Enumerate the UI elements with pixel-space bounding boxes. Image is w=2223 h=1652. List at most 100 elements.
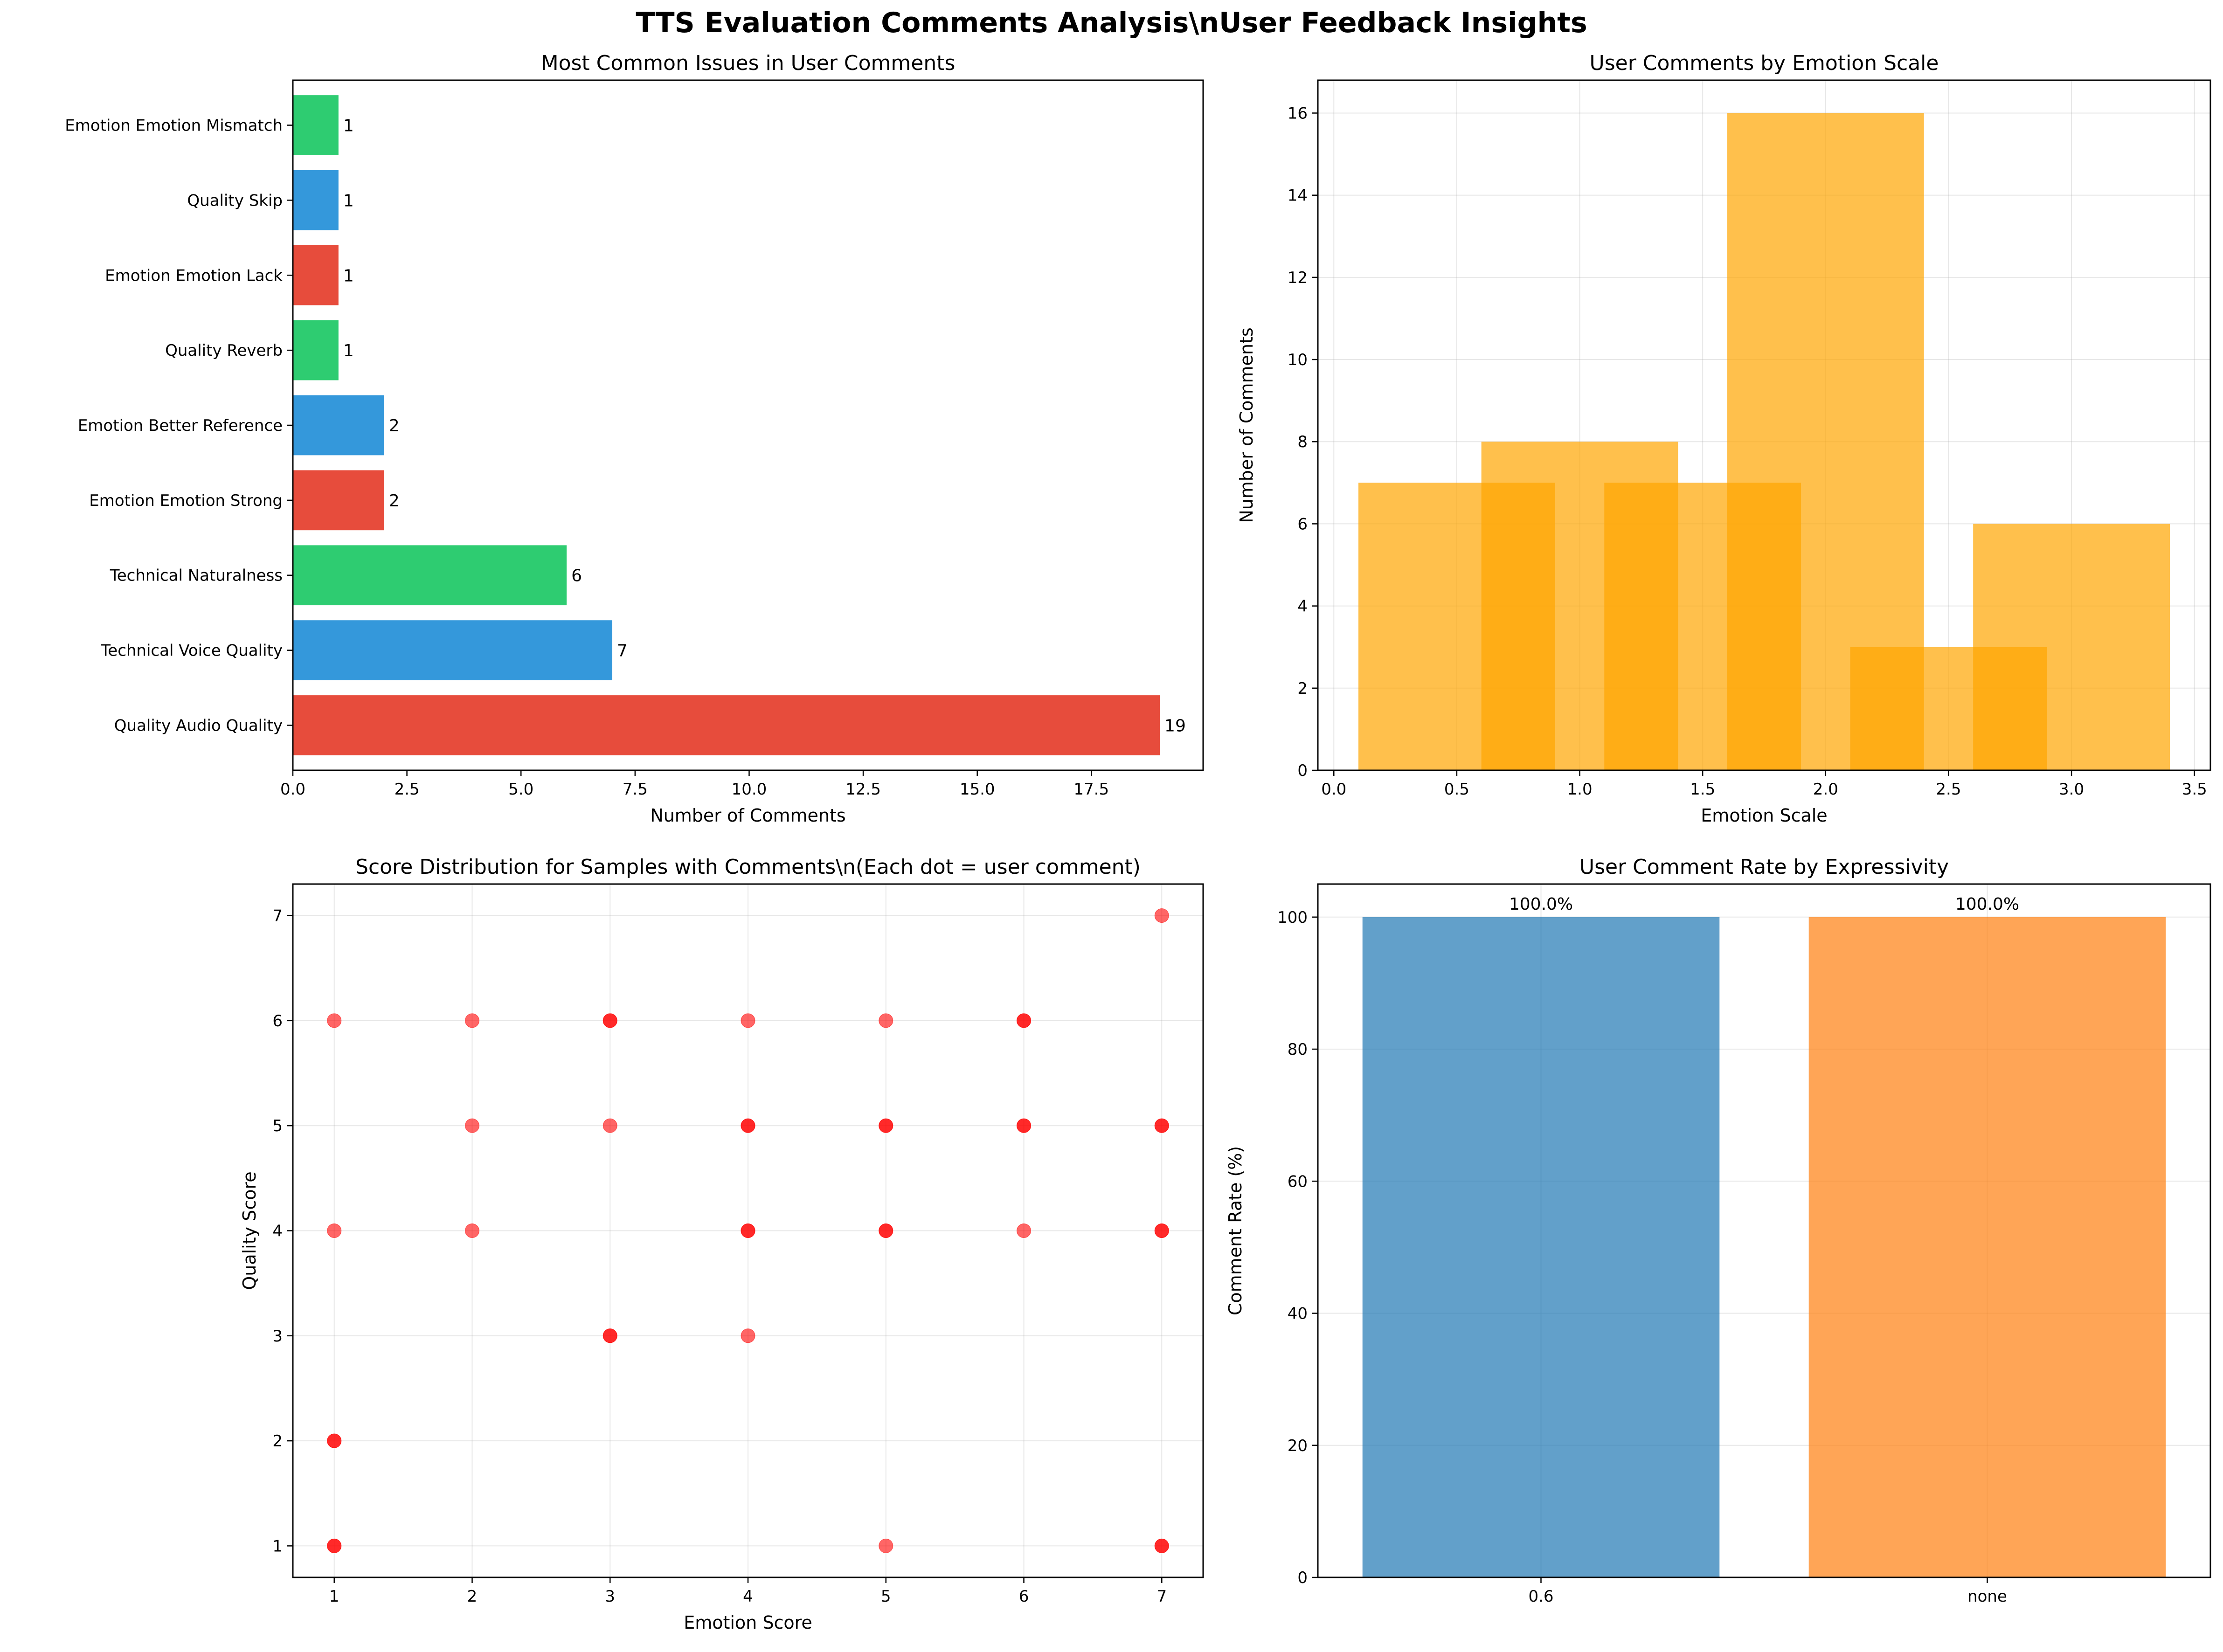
comment-rate-value-label: 100.0% bbox=[1955, 895, 2019, 914]
panel-title: User Comments by Emotion Scale bbox=[1590, 51, 1939, 75]
scatter-point bbox=[1017, 1118, 1032, 1133]
scatter-point bbox=[741, 1223, 755, 1238]
x-tick-label: 0.0 bbox=[280, 780, 305, 799]
comment-rate-value-label: 100.0% bbox=[1509, 895, 1573, 914]
x-tick-label: 1.0 bbox=[1567, 780, 1593, 799]
y-tick-label: 10 bbox=[1288, 351, 1308, 369]
scatter-point bbox=[327, 1538, 342, 1553]
issue-category-label: Technical Voice Quality bbox=[100, 642, 283, 660]
x-axis-label: Number of Comments bbox=[650, 805, 845, 826]
issue-bar bbox=[293, 470, 384, 531]
issue-category-label: Emotion Emotion Mismatch bbox=[65, 117, 283, 135]
scatter-point bbox=[464, 1013, 479, 1028]
x-tick-label: 7.5 bbox=[623, 780, 648, 799]
x-tick-label: 15.0 bbox=[960, 780, 995, 799]
x-tick-label: 1.5 bbox=[1690, 780, 1715, 799]
scatter-point bbox=[741, 1328, 755, 1343]
x-tick-label: 0.5 bbox=[1444, 780, 1469, 799]
scatter-point bbox=[1154, 1538, 1169, 1553]
issue-bar bbox=[293, 95, 339, 155]
axes-frame bbox=[292, 883, 1204, 1578]
y-tick-label: 20 bbox=[1288, 1437, 1308, 1455]
x-tick-label: 12.5 bbox=[845, 780, 881, 799]
issue-value-label: 19 bbox=[1164, 716, 1186, 735]
y-tick-label: 40 bbox=[1288, 1305, 1308, 1323]
x-tick-label: 2.5 bbox=[395, 780, 420, 799]
y-tick-label: 6 bbox=[272, 1012, 283, 1030]
scatter-point bbox=[464, 1223, 479, 1238]
y-tick-label: 12 bbox=[1288, 269, 1308, 287]
issue-value-label: 1 bbox=[343, 341, 354, 360]
scatter-point bbox=[1017, 1223, 1032, 1238]
x-tick-label: 2.0 bbox=[1813, 780, 1838, 799]
issue-value-label: 1 bbox=[343, 117, 354, 136]
x-tick-label: 6 bbox=[1019, 1587, 1029, 1606]
issue-category-label: Quality Reverb bbox=[165, 341, 283, 360]
issue-bar bbox=[293, 320, 339, 380]
scatter-point bbox=[1154, 1223, 1169, 1238]
y-axis-label: Quality Score bbox=[239, 1171, 260, 1290]
y-tick-label: 2 bbox=[1297, 679, 1308, 698]
x-tick-label: 1 bbox=[329, 1587, 339, 1606]
y-tick-label: 4 bbox=[1297, 597, 1308, 616]
x-tick-label: 3.0 bbox=[2059, 780, 2084, 799]
y-tick-label: 8 bbox=[1297, 433, 1308, 451]
y-tick-label: 14 bbox=[1288, 187, 1308, 205]
x-tick-label: 5.0 bbox=[508, 780, 533, 799]
issue-bar bbox=[293, 395, 384, 456]
issue-category-label: Emotion Emotion Lack bbox=[105, 266, 283, 285]
x-tick-label: 0.6 bbox=[1528, 1587, 1553, 1606]
x-tick-label: 3.5 bbox=[2182, 780, 2207, 799]
scatter-point bbox=[602, 1328, 617, 1343]
scatter-point bbox=[741, 1118, 755, 1133]
x-tick-label: 4 bbox=[743, 1587, 753, 1606]
issue-bar bbox=[293, 170, 339, 230]
y-tick-label: 80 bbox=[1288, 1040, 1308, 1059]
issue-bar bbox=[293, 245, 339, 305]
x-tick-label: 5 bbox=[881, 1587, 891, 1606]
issue-bar bbox=[293, 695, 1160, 755]
issue-bar bbox=[293, 620, 612, 680]
y-tick-label: 4 bbox=[272, 1222, 283, 1241]
panel-title: Score Distribution for Samples with Comm… bbox=[355, 855, 1141, 879]
scatter-point bbox=[1154, 1118, 1169, 1133]
y-tick-label: 60 bbox=[1288, 1172, 1308, 1191]
x-tick-label: 10.0 bbox=[732, 780, 767, 799]
y-tick-label: 3 bbox=[272, 1327, 283, 1346]
scatter-point bbox=[327, 1223, 342, 1238]
scatter-point bbox=[879, 1013, 893, 1028]
scatter-point bbox=[464, 1118, 479, 1133]
issue-category-label: Quality Skip bbox=[187, 191, 283, 210]
scatter-point bbox=[602, 1013, 617, 1028]
panel-title: Most Common Issues in User Comments bbox=[541, 51, 956, 75]
x-axis-label: Emotion Scale bbox=[1701, 805, 1827, 826]
y-tick-label: 0 bbox=[1297, 1569, 1308, 1587]
y-tick-label: 7 bbox=[272, 907, 283, 926]
y-tick-label: 16 bbox=[1288, 104, 1308, 123]
issue-category-label: Emotion Emotion Strong bbox=[89, 491, 283, 510]
x-axis-label: Emotion Score bbox=[684, 1612, 812, 1633]
scatter-point bbox=[1154, 908, 1169, 923]
figure-title: TTS Evaluation Comments Analysis\nUser F… bbox=[636, 7, 1587, 39]
y-tick-label: 0 bbox=[1297, 761, 1308, 780]
x-tick-label: 2 bbox=[467, 1587, 478, 1606]
issue-value-label: 2 bbox=[389, 491, 400, 511]
issue-value-label: 1 bbox=[343, 191, 354, 210]
scatter-point bbox=[879, 1223, 893, 1238]
issue-value-label: 6 bbox=[571, 567, 582, 586]
scatter-point bbox=[327, 1433, 342, 1448]
y-axis-label: Number of Comments bbox=[1236, 327, 1257, 523]
panel-title: User Comment Rate by Expressivity bbox=[1579, 855, 1949, 879]
issue-category-label: Emotion Better Reference bbox=[78, 416, 283, 435]
axes-frame bbox=[1317, 883, 2211, 1578]
x-tick-label: 0.0 bbox=[1321, 780, 1346, 799]
scatter-point bbox=[741, 1013, 755, 1028]
scatter-point bbox=[602, 1118, 617, 1133]
issue-category-label: Technical Naturalness bbox=[110, 567, 283, 585]
x-tick-label: none bbox=[1967, 1587, 2007, 1606]
comment-rate-bar bbox=[1362, 917, 1720, 1577]
